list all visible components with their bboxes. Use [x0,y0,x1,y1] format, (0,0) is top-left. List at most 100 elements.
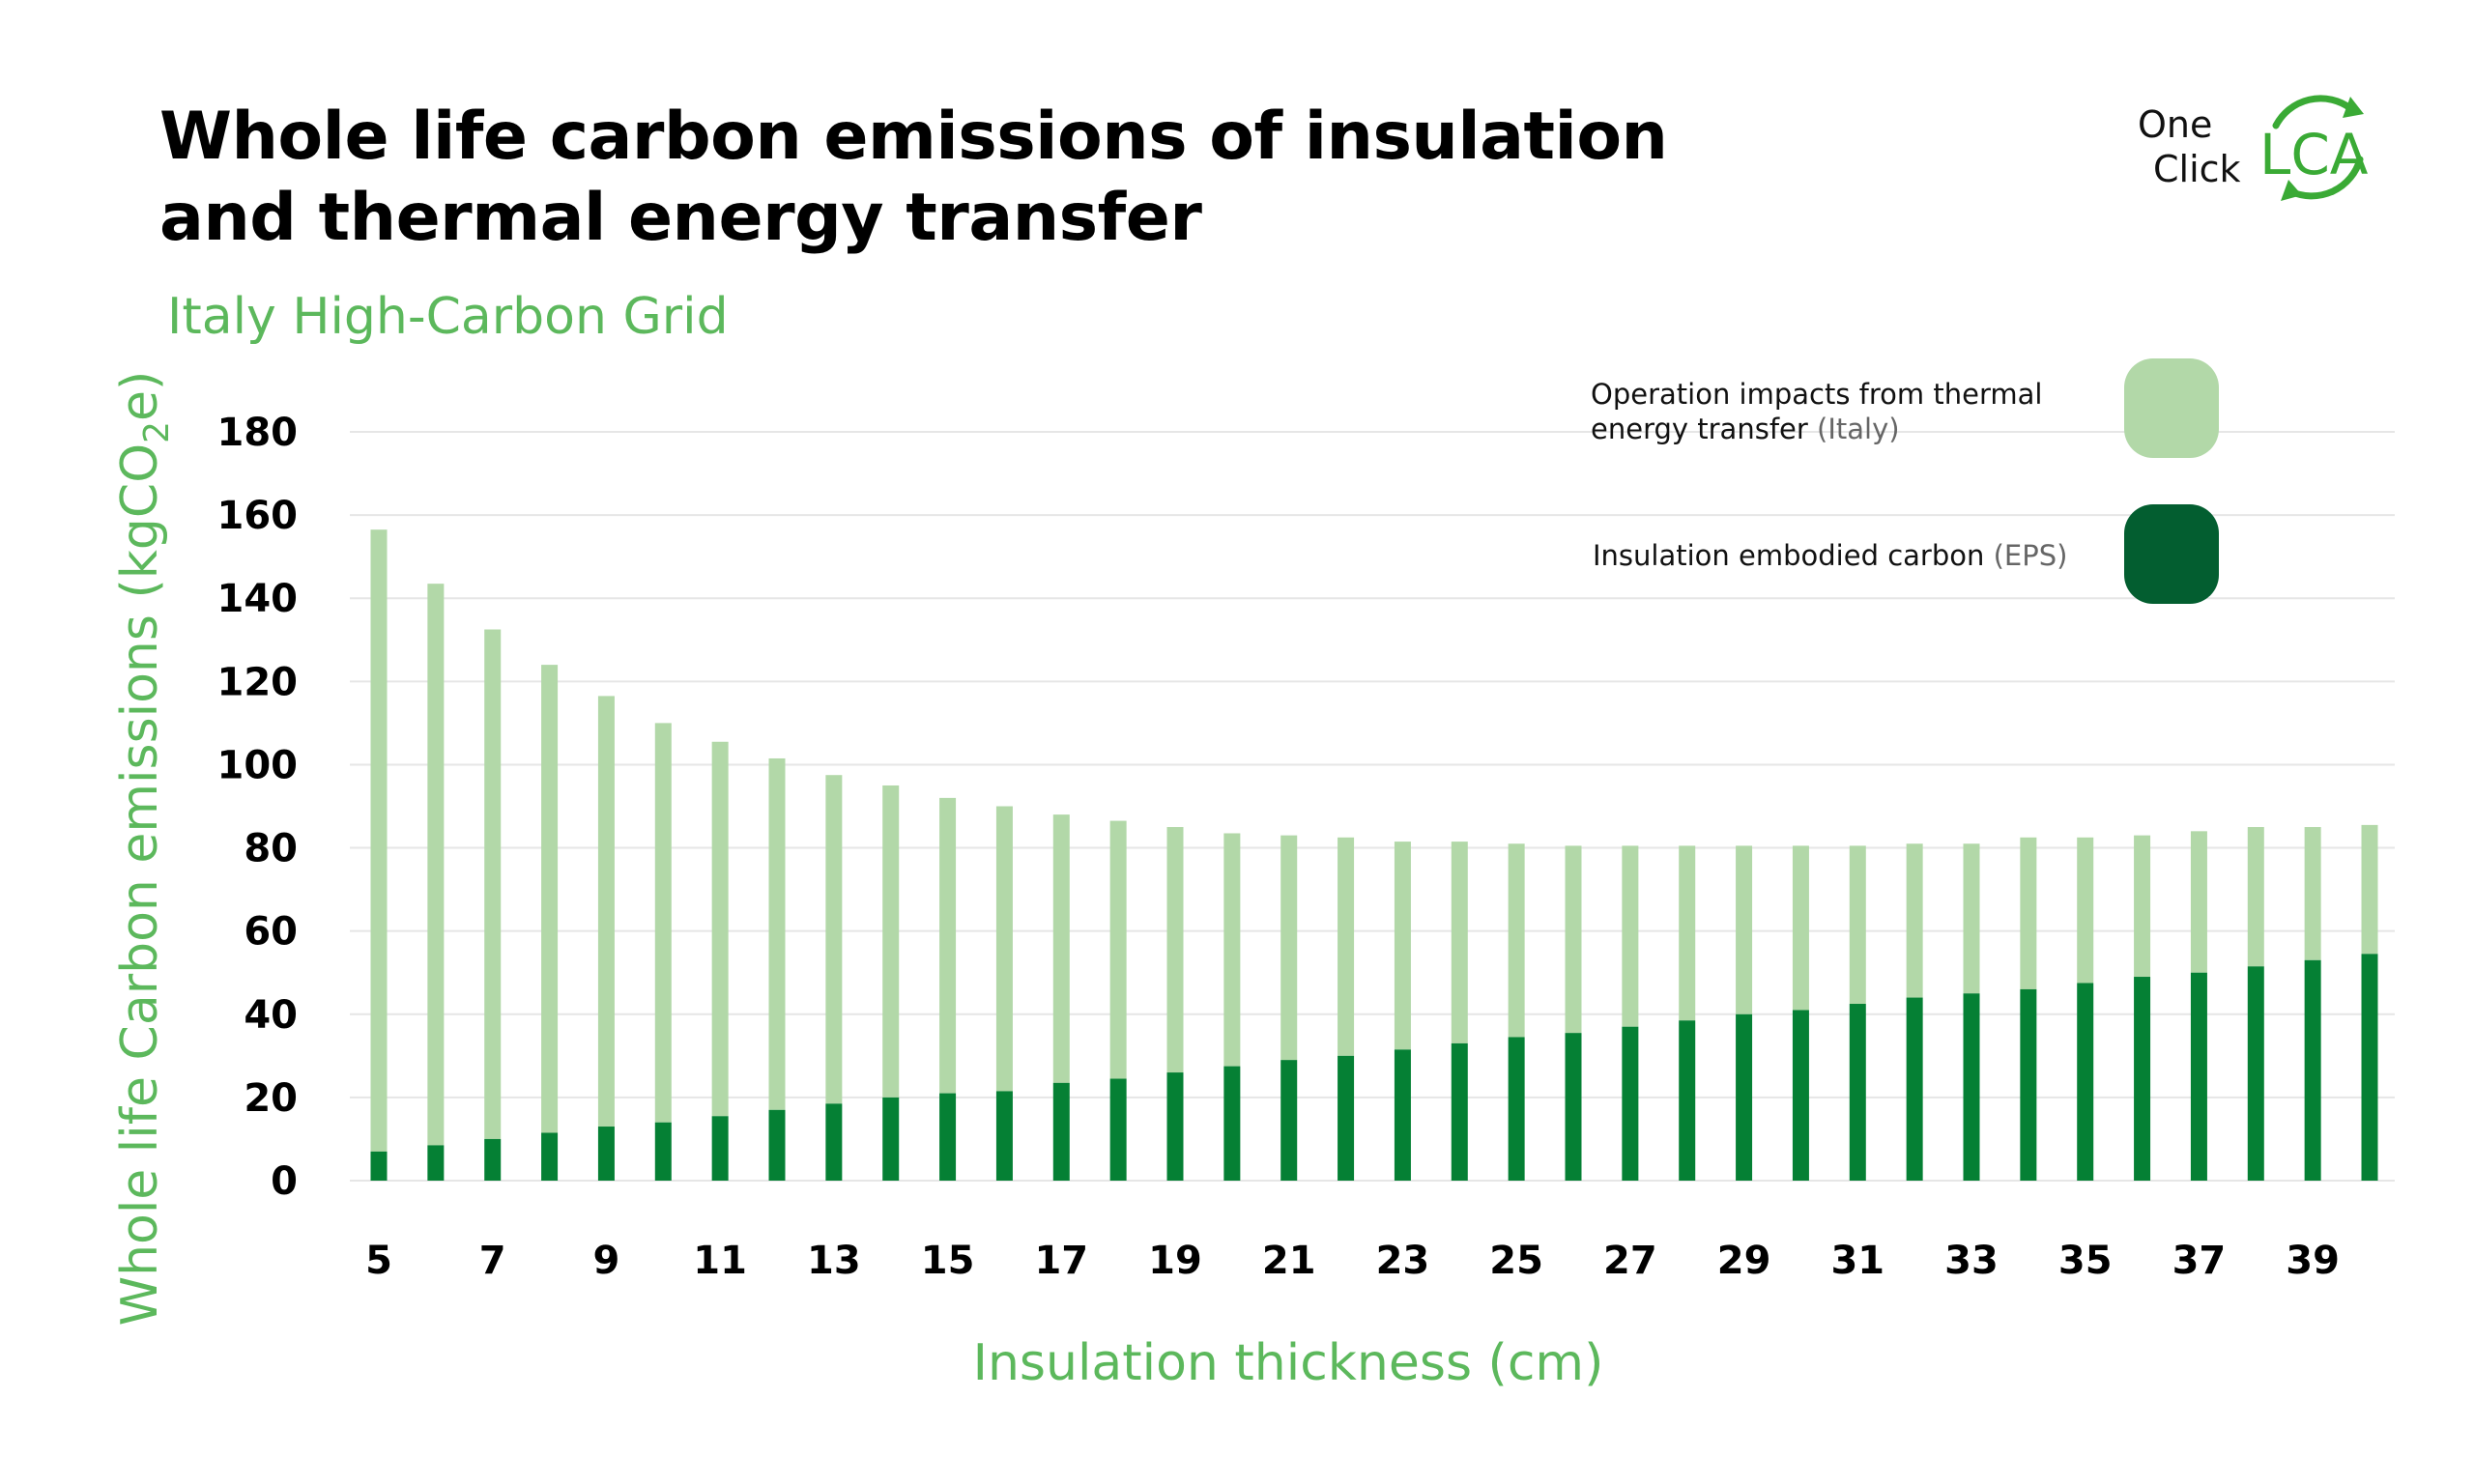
bar-embodied-21 [1280,1060,1298,1181]
bar-embodied-30 [1792,1010,1809,1181]
legend-label-operation-line-1: Operation impacts from thermal [1591,378,2042,411]
bar-embodied-33 [1963,993,1980,1181]
x-tick-label-31: 31 [1830,1239,1884,1283]
bar-operation-33 [1963,843,1980,994]
bar-operation-31 [1849,845,1866,1005]
bar-embodied-39 [2304,959,2321,1181]
x-tick-label-33: 33 [1944,1239,1999,1283]
x-tick-label-11: 11 [693,1239,747,1283]
bar-operation-13 [825,775,843,1104]
y-axis-title-main: Whole life Carbon emissions (kgCO [111,443,169,1327]
x-tick-label-27: 27 [1603,1239,1657,1283]
bar-embodied-14 [882,1097,900,1181]
bar-operation-35 [2077,837,2094,984]
y-axis-title-end: e) [111,371,169,421]
y-tick-label-40: 40 [244,993,298,1038]
bar-embodied-37 [2190,972,2207,1181]
y-axis-title: Whole life Carbon emissions (kgCO2e) [111,371,177,1327]
bar-operation-36 [2134,835,2151,978]
bar-operation-38 [2247,827,2264,967]
bar-embodied-6 [427,1145,445,1181]
x-axis-title: Insulation thickness (cm) [973,1334,1604,1392]
bar-embodied-28 [1679,1020,1696,1181]
bar-operation-5 [370,529,388,1152]
bar-operation-19 [1166,827,1184,1073]
bar-embodied-27 [1622,1026,1639,1181]
bar-operation-27 [1622,845,1639,1027]
bar-operation-15 [939,797,957,1094]
x-tick-label-9: 9 [593,1239,620,1283]
bar-embodied-25 [1508,1037,1525,1181]
y-tick-label-140: 140 [217,577,299,621]
legend-note-embodied: (EPS) [1994,539,2068,572]
bar-operation-39 [2304,827,2321,960]
bar-operation-12 [768,757,786,1110]
bar-embodied-19 [1166,1072,1184,1181]
x-tick-label-37: 37 [2172,1239,2227,1283]
bar-operation-26 [1565,845,1582,1034]
y-tick-label-80: 80 [244,827,298,871]
legend-swatch-operation [2124,358,2219,458]
legend-label-embodied: Insulation embodied carbon (EPS) [1593,539,2067,572]
bar-embodied-12 [768,1109,786,1181]
x-tick-label-23: 23 [1376,1239,1430,1283]
bar-embodied-34 [2020,988,2037,1181]
y-tick-label-100: 100 [217,743,299,787]
logo-text-click: Click [2153,148,2241,190]
y-axis-title-subscript: 2 [137,421,177,443]
bar-embodied-13 [825,1103,843,1181]
bar-embodied-17 [1052,1082,1070,1181]
recycle-arrows-icon [2272,95,2364,201]
bar-embodied-32 [1906,997,1923,1181]
bar-embodied-10 [654,1122,672,1181]
bar-operation-16 [995,806,1013,1092]
logo-text-one: One [2138,103,2212,146]
x-tick-label-35: 35 [2058,1239,2113,1283]
y-tick-label-0: 0 [271,1159,298,1204]
bar-operation-6 [427,584,445,1146]
bar-operation-32 [1906,843,1923,998]
bar-operation-14 [882,785,900,1098]
legend-label-operation: Operation impacts from thermal energy tr… [1591,378,2052,445]
x-tick-label-25: 25 [1489,1239,1543,1283]
bar-embodied-7 [484,1138,502,1181]
legend-swatch-embodied [2124,504,2219,604]
bar-embodied-8 [541,1132,559,1181]
legend-label-embodied-name: Insulation embodied carbon [1593,539,1984,572]
bar-embodied-40 [2361,954,2378,1181]
bar-embodied-11 [711,1116,729,1181]
bar-operation-11 [711,741,729,1117]
legend-note-operation: (Italy) [1817,413,1900,445]
bar-operation-20 [1223,833,1241,1067]
y-tick-label-180: 180 [217,411,299,455]
x-tick-label-29: 29 [1717,1239,1771,1283]
bar-embodied-23 [1394,1049,1411,1181]
bar-operation-23 [1394,842,1411,1050]
y-tick-label-120: 120 [217,660,299,704]
x-tick-label-15: 15 [921,1239,975,1283]
bar-embodied-15 [939,1093,957,1181]
bar-embodied-5 [370,1151,388,1181]
chart-title-line-1: Whole life carbon emissions of insulatio… [159,99,1668,175]
bar-embodied-9 [597,1127,615,1181]
bar-embodied-35 [2077,983,2094,1181]
bar-operation-7 [484,629,502,1139]
x-tick-label-7: 7 [479,1239,506,1283]
bar-operation-24 [1451,842,1468,1043]
legend-item-embodied: Insulation embodied carbon (EPS) [1593,504,2219,604]
x-tick-label-19: 19 [1148,1239,1202,1283]
legend: Operation impacts from thermal energy tr… [1591,358,2219,604]
bar-operation-30 [1792,845,1809,1011]
x-tick-label-39: 39 [2286,1239,2340,1283]
bar-operation-8 [541,665,559,1133]
bars [370,529,2378,1181]
bar-operation-21 [1280,835,1298,1061]
x-tick-label-5: 5 [365,1239,392,1283]
bar-embodied-38 [2247,966,2264,1181]
chart-title-line-2: and thermal energy transfer [159,180,1202,256]
one-click-lca-logo: One Click LCA [2138,95,2369,201]
bar-operation-34 [2020,837,2037,989]
bar-embodied-36 [2134,977,2151,1181]
bar-operation-29 [1736,845,1753,1014]
bar-operation-9 [597,696,615,1127]
